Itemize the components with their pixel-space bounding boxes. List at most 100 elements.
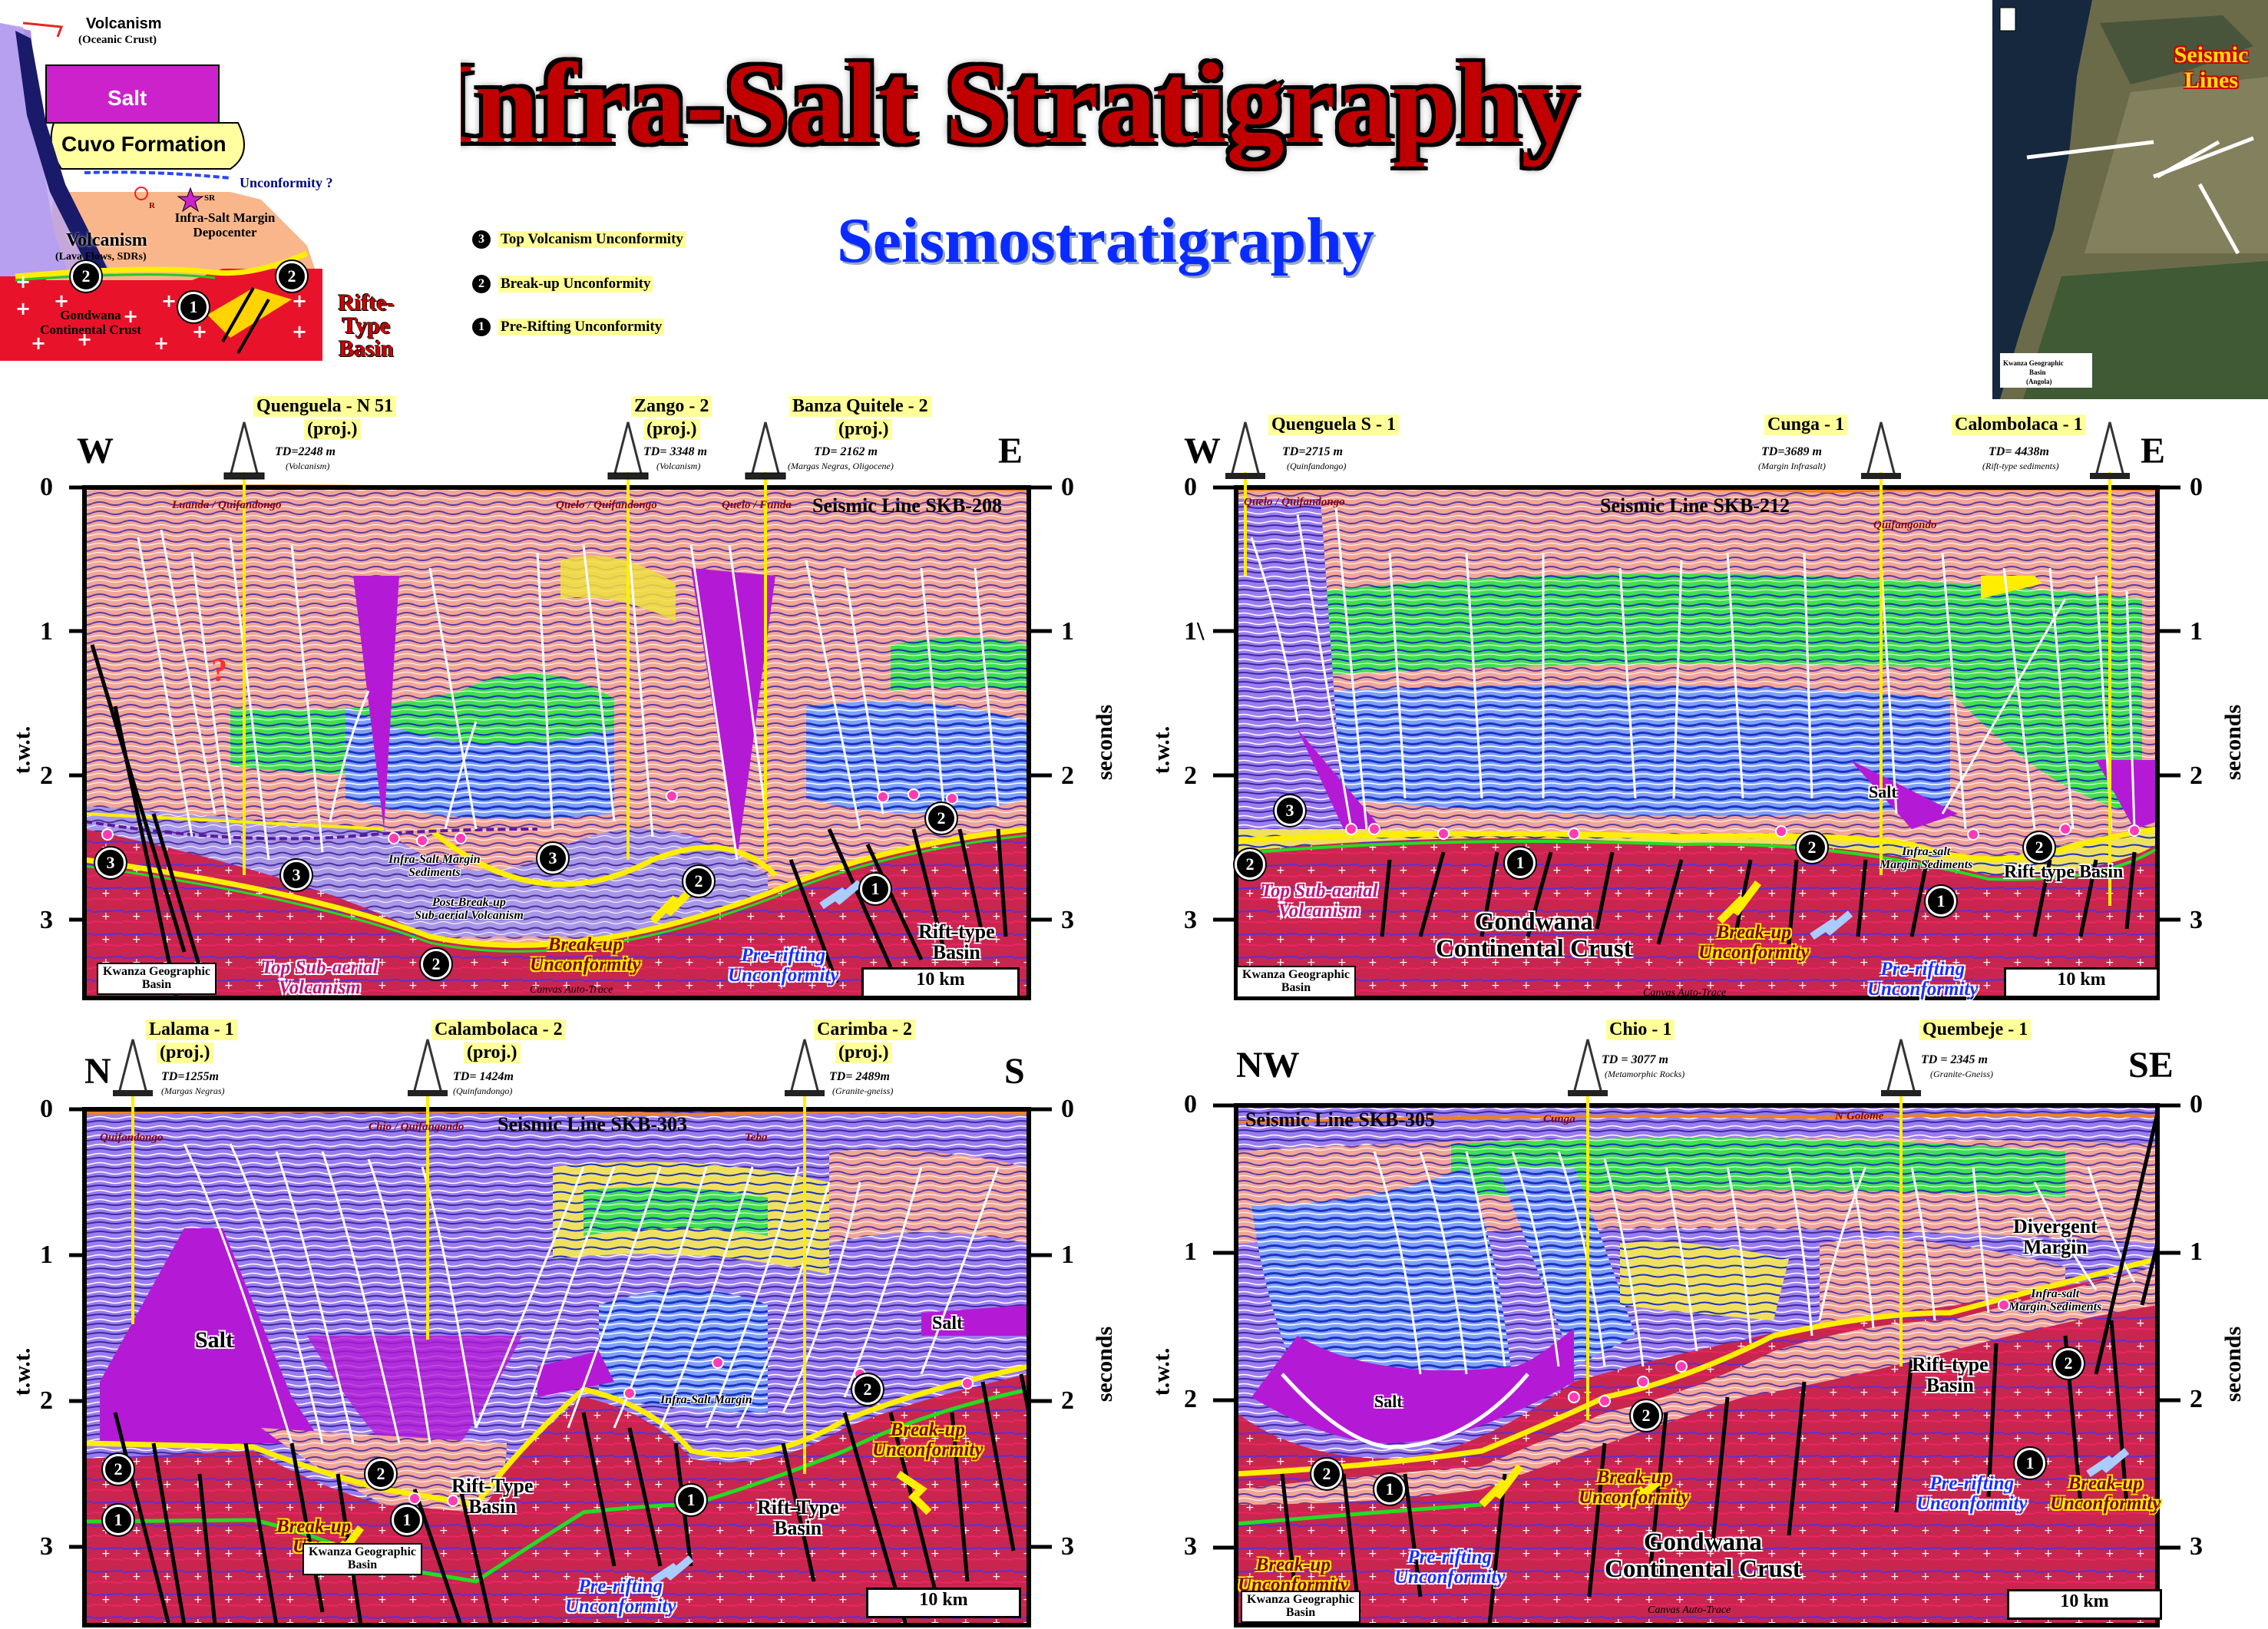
marker-1: 1 — [1374, 1474, 1405, 1505]
seismic-panel-skb208: W E Quenguela - N 51 (proj.) TD=2248 m (… — [0, 396, 1136, 1006]
tick-right: 1 — [1061, 617, 1074, 646]
annotation-post-breakup: Post-Break-up Sub-aerial Volcanism — [415, 896, 524, 922]
svg-text:+: + — [15, 298, 31, 319]
annotation-salt: Salt — [1869, 782, 1897, 801]
tick-right: 2 — [2190, 762, 2203, 790]
well-td-sub: (Quinfandongo) — [453, 1085, 513, 1096]
schematic-sr: SR — [204, 193, 216, 203]
marker-2: 2 — [852, 1374, 883, 1405]
direction-right: E — [2141, 431, 2166, 471]
marker-3: 3 — [95, 848, 126, 878]
marker-2: 2 — [103, 1454, 134, 1485]
formation-label: Quelo / Quifandongo — [556, 499, 657, 511]
annotation-salt-2: Salt — [932, 1313, 964, 1333]
basin-label-box: Kwanza Geographic Basin — [1241, 1591, 1360, 1623]
annotation-prerifting-left: Pre-rifting Unconformity — [1394, 1547, 1506, 1588]
page-subtitle: Seismostratigraphy — [837, 205, 1374, 276]
schematic-volcanism-sub: (Lava Flows, SDRs) — [55, 251, 147, 263]
marker-2: 2 — [1235, 849, 1265, 880]
legend-item-1: 1 Pre-Rifting Unconformity — [472, 318, 665, 336]
direction-left: W — [1184, 431, 1221, 471]
schematic-r: R — [149, 201, 155, 210]
well-name: Banza Quitele - 2 — [789, 396, 931, 417]
schematic-diagram: + + + + + + + + + + + Volcanism (Oceanic Crust)… — [0, 0, 461, 361]
legend-label: Break-up Unconformity — [498, 276, 653, 292]
well-td-sub: (Margas Negras) — [161, 1085, 225, 1096]
tick-left: 0 — [40, 1095, 53, 1123]
tick-right: 2 — [2190, 1385, 2203, 1413]
marker-3: 3 — [1275, 795, 1305, 826]
formation-label: Quifandongo — [100, 1132, 164, 1144]
schematic-salt: Salt — [107, 86, 147, 110]
annotation-infrasalt: Infra-salt Margin Sediments — [2008, 1287, 2102, 1313]
marker-3: 3 — [281, 860, 312, 890]
well-proj: (proj.) — [464, 1042, 521, 1063]
marker-1: 1 — [103, 1505, 134, 1535]
y-axis-label-left: t.w.t. — [1149, 1347, 1175, 1396]
tick-left: 1\ — [1184, 617, 1205, 646]
marker-2: 2 — [421, 949, 451, 980]
annotation-gondwana: Gondwana Continental Crust — [1436, 908, 1632, 963]
well-proj: (proj.) — [643, 419, 700, 440]
tick-right: 0 — [2190, 1090, 2203, 1118]
formation-label: Quifangondo — [1873, 519, 1937, 531]
scale-bar: 10 km — [2004, 967, 2159, 998]
tick-left: 1 — [1184, 1237, 1197, 1266]
tick-left: 0 — [1184, 1090, 1197, 1118]
annotation-infrasalt: Infra-salt Margin Sediments — [1880, 845, 1973, 871]
tick-left: 2 — [40, 1386, 53, 1415]
direction-left: W — [77, 431, 114, 471]
annotation-breakup-mid: Break-up Unconformity — [1579, 1467, 1690, 1508]
question-mark: ? — [211, 653, 227, 689]
marker-3: 3 — [537, 843, 568, 874]
well-td-sub: (Margas Negras, Oligocene) — [788, 461, 894, 471]
tick-left: 1 — [40, 1241, 53, 1269]
basin-label-box: Kwanza Geographic Basin — [1236, 966, 1356, 998]
svg-text:+: + — [154, 332, 169, 354]
seismic-section-skb303 — [69, 1039, 1052, 1627]
marker-2: 2 — [926, 803, 957, 834]
marker-1: 1 — [2015, 1448, 2045, 1479]
marker-2: 2 — [1631, 1400, 1661, 1431]
well-name: Quenguela S - 1 — [1268, 415, 1400, 435]
tick-left: 0 — [1184, 473, 1197, 501]
well-name: Quenguela - N 51 — [253, 396, 397, 417]
seismic-section-skb212 — [1213, 421, 2180, 1000]
well-td: TD = 2345 m — [1921, 1053, 1988, 1066]
well-td-sub: (Volcanism) — [286, 461, 330, 471]
schematic-cuvo: Cuvo Formation — [61, 132, 226, 156]
y-axis-label-right: seconds — [1092, 1326, 1118, 1403]
well-name: Cunga - 1 — [1764, 415, 1848, 435]
annotation-salt: Salt — [1374, 1392, 1403, 1411]
annotation-salt: Salt — [195, 1327, 234, 1353]
tick-right: 3 — [2190, 1532, 2203, 1561]
marker-1: 1 — [1926, 886, 1956, 917]
map-caption: Kwanza Geographic — [2003, 359, 2064, 367]
tick-right: 3 — [1061, 906, 1074, 934]
well-td: TD= 2162 m — [814, 445, 878, 458]
seismic-section-skb208 — [69, 421, 1052, 1000]
well-td-sub: (Margin Infrasalt) — [1758, 461, 1826, 471]
schematic-marker-2b: 2 — [276, 261, 307, 292]
marker-2: 2 — [1311, 1459, 1342, 1489]
annotation-breakup-left: Break-up Unconformity — [1238, 1555, 1349, 1596]
formation-label: Teba — [745, 1132, 768, 1144]
legend-label: Top Volcanism Unconformity — [498, 231, 686, 248]
tick-left: 0 — [40, 473, 53, 501]
direction-left: N — [84, 1051, 111, 1092]
annotation-infrasalt: Infra-Salt Margin — [660, 1393, 752, 1406]
well-name: Quembeje - 1 — [1919, 1019, 2032, 1040]
marker-2: 2 — [2053, 1348, 2084, 1379]
svg-text:+: + — [77, 329, 92, 350]
seismic-section-skb305 — [1213, 1039, 2180, 1627]
y-axis-label-right: seconds — [2220, 1326, 2247, 1403]
annotation-prerifting: Pre-rifting Unconformity — [565, 1576, 676, 1617]
seismic-panel-skb303: N S Lalama - 1 (proj.) TD=1255m (Margas … — [0, 1013, 1136, 1629]
well-name: Lalama - 1 — [146, 1019, 237, 1040]
svg-text:+: + — [15, 271, 31, 292]
basin-label-box: Kwanza Geographic Basin — [303, 1543, 422, 1575]
annotation-rift-basin: Rift-type Basin — [918, 920, 995, 964]
schematic-volcanism: Volcanism — [66, 230, 147, 250]
scale-bar: 10 km — [2007, 1589, 2162, 1620]
seismic-line-name: Seismic Line SKB-305 — [1245, 1109, 1436, 1131]
